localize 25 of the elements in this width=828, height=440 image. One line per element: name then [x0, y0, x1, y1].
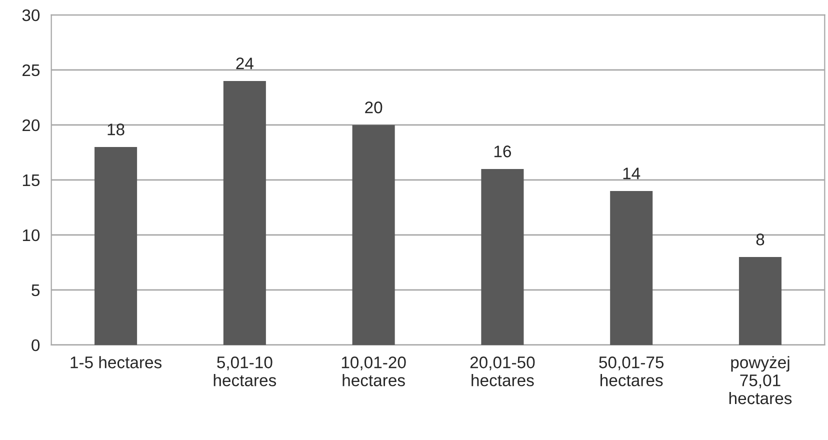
- data-label: 18: [108, 124, 124, 136]
- x-tick-label: 1-5 hectares: [70, 356, 162, 368]
- y-tick-label: 25: [22, 64, 40, 76]
- data-label: 24: [236, 58, 254, 70]
- y-tick-label: 15: [22, 174, 40, 186]
- y-tick-label: 10: [22, 229, 40, 242]
- bar: [610, 190, 653, 345]
- y-tick-label: 5: [32, 284, 40, 296]
- bar: [738, 256, 782, 345]
- x-tick-label: 20,01-50 hectares: [470, 356, 535, 386]
- y-tick-label: 0: [32, 339, 40, 352]
- y-tick-label: 20: [22, 119, 40, 132]
- data-label: 20: [365, 102, 382, 114]
- data-label: 16: [494, 146, 511, 158]
- x-tick-label: powyżej 75,01 hectares: [729, 356, 792, 404]
- x-tick-label: 5,01-10 hectares: [214, 356, 276, 386]
- x-tick-label: 50,01-75 hectares: [599, 356, 664, 386]
- x-tick-label: 10,01-20 hectares: [342, 356, 406, 386]
- data-label: 8: [756, 234, 764, 246]
- y-tick-label: 30: [22, 9, 40, 22]
- data-label: 14: [623, 168, 640, 180]
- bar: [481, 168, 524, 345]
- bar: [94, 146, 138, 345]
- bar: [223, 80, 266, 345]
- bar: [352, 124, 395, 345]
